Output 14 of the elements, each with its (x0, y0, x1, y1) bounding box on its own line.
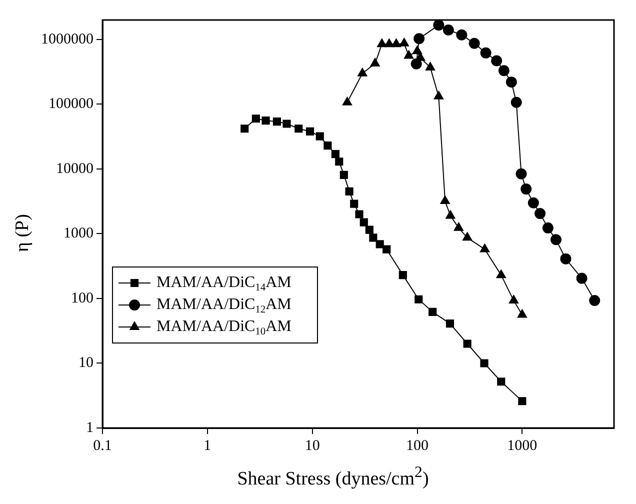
x-tick-label: 1 (204, 438, 212, 454)
y-tick-label: 1000000 (41, 31, 94, 48)
y-tick-label: 100 (71, 290, 94, 306)
x-axis-title: Shear Stress (dynes/cm$^{2}$) (236, 464, 430, 490)
y-axis-title: η (P) (12, 214, 34, 252)
y-tick-label: 1 (86, 420, 94, 436)
y-tick-label: 10 (78, 355, 94, 372)
x-tick-label: 100 (406, 438, 429, 454)
x-tick-label: 10 (304, 438, 320, 454)
x-tick-label: 1000 (507, 438, 538, 454)
y-tick-label: 10000 (56, 160, 94, 177)
y-tick-label: 1000 (64, 226, 94, 242)
y-tick-label: 100000 (48, 96, 94, 112)
x-tick-label: 0.1 (93, 438, 112, 454)
